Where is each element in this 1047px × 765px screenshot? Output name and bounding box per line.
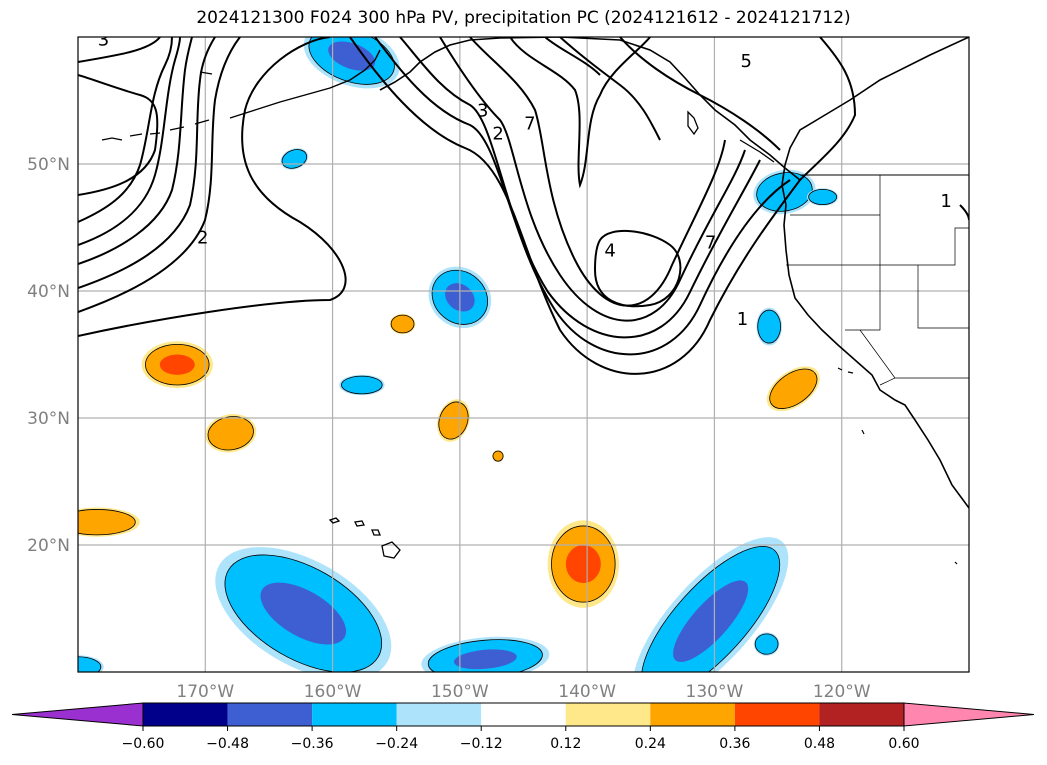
- colorbar-tick-label: 0.48: [804, 736, 835, 752]
- precip-positive-area: [766, 366, 820, 412]
- pv-contour: [78, 37, 347, 337]
- page-title: 2024121300 F024 300 hPa PV, precipitatio…: [196, 8, 851, 28]
- pv-contour: [544, 37, 601, 76]
- colorbar-bin: [312, 703, 397, 726]
- channel-islands: [837, 367, 958, 565]
- precip-positive-area: [492, 450, 504, 462]
- colorbar-bin: [481, 703, 566, 726]
- pv-contour: [78, 37, 173, 223]
- pv-contour-label: 4: [604, 240, 615, 261]
- precip-positive-area: [78, 507, 140, 537]
- pv-contour-label: 4: [9, 46, 20, 67]
- pv-contour: [559, 37, 661, 141]
- pv-contour: [399, 37, 761, 339]
- map-axes: 170°W 160°W 150°W 140°W 130°W 120°W 20°N 30°N 40…: [27, 155, 871, 702]
- pv-contour-label: 3: [98, 30, 109, 51]
- colorbar-tick-label: 0.24: [635, 736, 666, 752]
- colorbar-tick-label: 0.36: [719, 736, 750, 752]
- pv-contour-label: 6: [0, 82, 7, 103]
- colorbar: −0.60 −0.48 −0.36 −0.24 −0.12 0.12 0.24 0.36 0.4…: [11, 702, 1035, 752]
- precip-positive-area: [205, 414, 257, 453]
- colorbar-tick-label: 0.12: [550, 736, 581, 752]
- pv-contour-label: 7: [524, 113, 535, 134]
- pv-contour-label: 3: [477, 101, 488, 122]
- colorbar-bin: [819, 703, 904, 726]
- lat-tick-label: 40°N: [27, 282, 70, 302]
- colorbar-bin: [143, 703, 228, 726]
- alaska-peninsula: [229, 49, 381, 119]
- lon-tick-label: 120°W: [813, 682, 871, 702]
- map-frame: [77, 36, 970, 673]
- colorbar-tick-label: −0.60: [122, 736, 165, 752]
- pv-contour: [78, 37, 193, 265]
- precip-negative-area: [78, 655, 104, 672]
- pv-contour-label: 7: [705, 233, 716, 254]
- pv-contour: [469, 37, 726, 307]
- pv-contour: [439, 37, 746, 322]
- hawaiian-islands: [328, 517, 401, 559]
- lat-tick-label: 30°N: [27, 409, 70, 429]
- pv-contour: [78, 37, 181, 246]
- colorbar-tick-label: −0.36: [291, 736, 334, 752]
- lon-tick-label: 170°W: [176, 682, 234, 702]
- lat-tick-label: 50°N: [27, 155, 70, 175]
- pv-contour: [619, 37, 781, 151]
- colorbar-bin: [565, 703, 651, 726]
- lat-tick-label: 20°N: [27, 536, 70, 556]
- colorbar-bin: [227, 703, 313, 726]
- precip-positive-area: [389, 313, 416, 335]
- colorbar-bin: [650, 703, 735, 726]
- colorbar-bin: [396, 703, 482, 726]
- pv-contour: [374, 37, 791, 356]
- coastlines-borders: [101, 37, 969, 565]
- lon-tick-label: 130°W: [686, 682, 744, 702]
- grid-lines: [78, 37, 969, 672]
- pv-contour: [593, 229, 682, 308]
- colorbar-extend-high: [903, 702, 1035, 727]
- precip-negative-area: [756, 307, 782, 346]
- alaska-coastline: [379, 37, 801, 181]
- pv-contour-label: 1: [940, 191, 951, 212]
- precip-negative-area: [421, 636, 550, 672]
- colorbar-frame: [142, 702, 905, 727]
- precip-negative-area: [215, 547, 392, 672]
- precip-negative-area: [806, 188, 839, 206]
- colorbar-tick-label: −0.48: [206, 736, 249, 752]
- pv-contour-label: 1: [737, 309, 748, 330]
- pv-contour-label: 5: [741, 51, 752, 72]
- pv-contours: [78, 37, 969, 375]
- colorbar-tick-label: −0.12: [460, 736, 503, 752]
- precip-negative-area: [339, 374, 385, 396]
- precip-positive-area: [547, 520, 619, 608]
- pv-contour: [78, 74, 159, 196]
- pv-contour-label: 5: [9, 59, 20, 80]
- colorbar-tick-label: 0.60: [888, 736, 919, 752]
- pv-contour: [78, 37, 241, 313]
- precip-negative-area: [753, 632, 780, 656]
- pv-contour-label: 2: [197, 228, 208, 249]
- pv-contour-label: 2: [492, 124, 503, 145]
- pv-contour: [78, 37, 216, 289]
- us-state-borders: [786, 175, 969, 386]
- pv-contour: [78, 37, 161, 63]
- na-coastline: [781, 37, 969, 509]
- lon-tick-label: 140°W: [558, 682, 616, 702]
- haida-gwaii: [687, 110, 775, 163]
- lon-tick-label: 150°W: [431, 682, 489, 702]
- lon-tick-label: 160°W: [304, 682, 362, 702]
- colorbar-extend-low: [11, 702, 144, 727]
- pv-contour: [349, 37, 857, 375]
- colorbar-bin: [734, 703, 820, 726]
- precip-positive-area: [141, 341, 213, 389]
- colorbar-tick-label: −0.24: [375, 736, 418, 752]
- precip-negative-area: [632, 537, 789, 672]
